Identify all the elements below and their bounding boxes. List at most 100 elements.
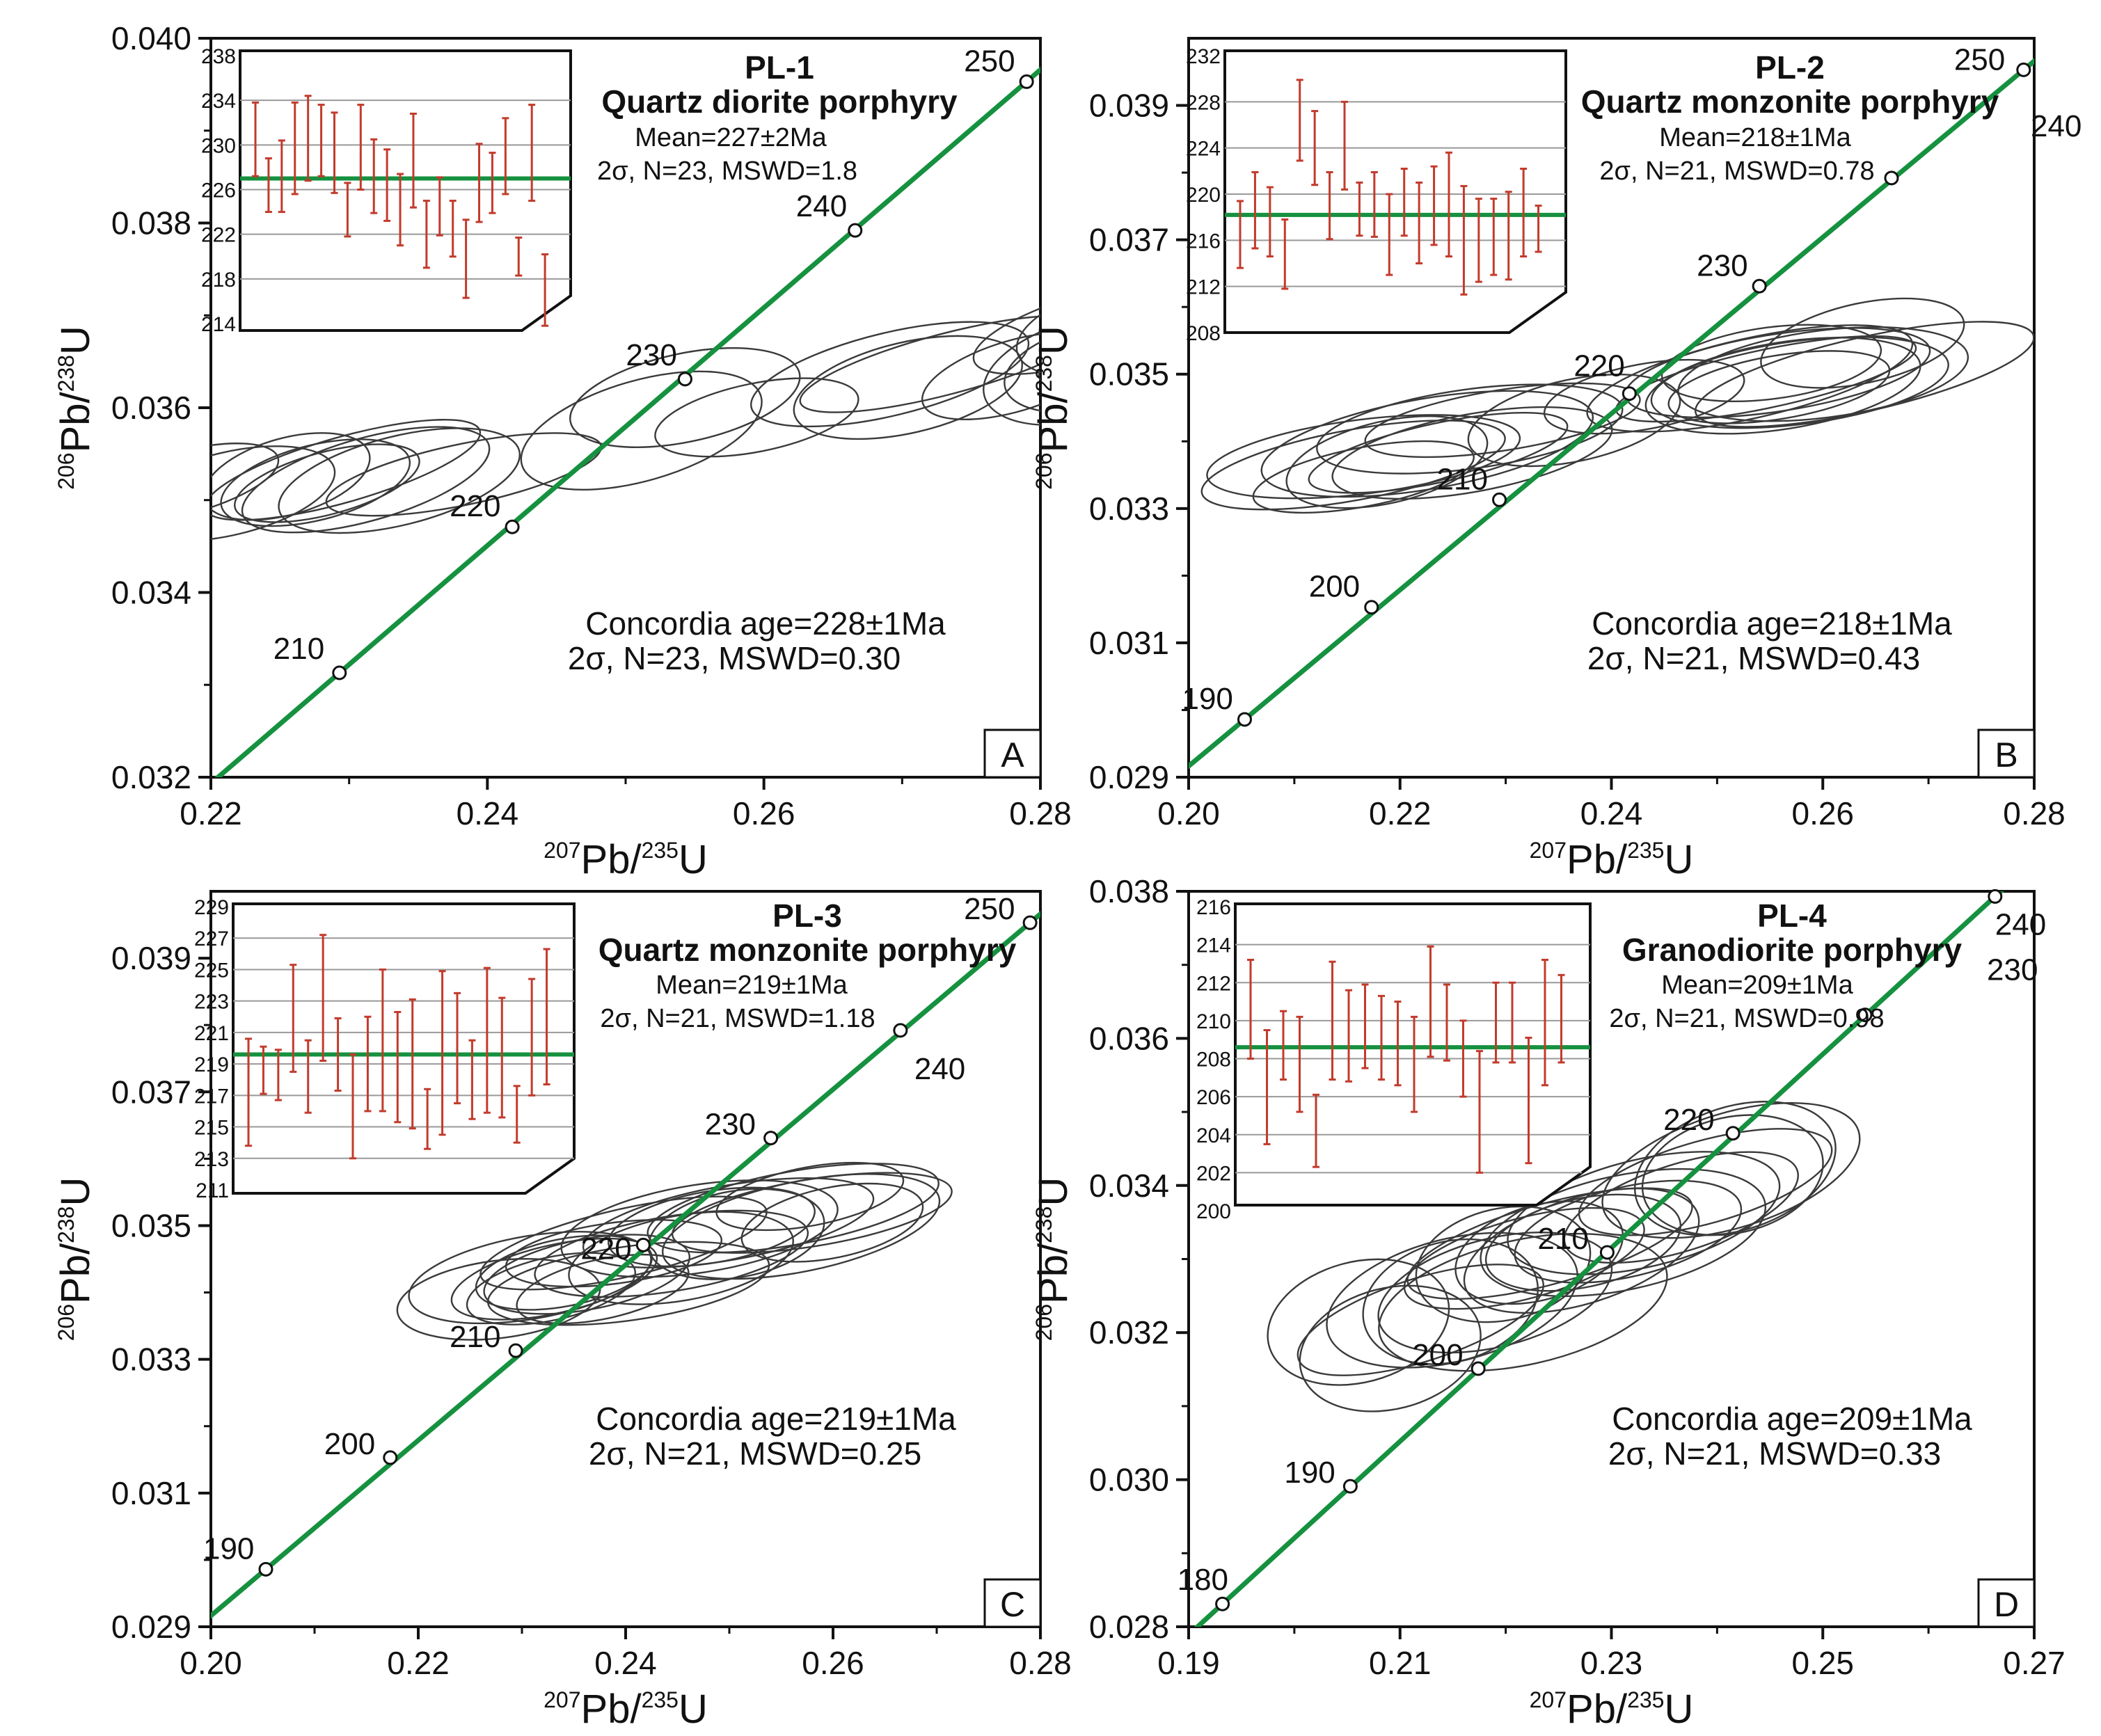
inset-tick-label: 202 bbox=[1196, 1162, 1231, 1185]
x-tick-label: 0.26 bbox=[733, 795, 795, 831]
concordia-age-marker bbox=[763, 1131, 779, 1146]
inset-error-bar bbox=[1535, 205, 1542, 253]
error-ellipse bbox=[1403, 1207, 1645, 1310]
concordia-age-label: 240 bbox=[914, 1052, 965, 1086]
y-tick-label: 0.031 bbox=[1089, 625, 1169, 661]
inset-error-bar bbox=[1386, 193, 1393, 276]
concordia-stats-text: 2σ, N=23, MSWD=0.30 bbox=[568, 640, 901, 676]
concordia-age-label: 240 bbox=[796, 189, 847, 223]
x-tick-label: 0.28 bbox=[1009, 1645, 1072, 1681]
inset-tick-label: 206 bbox=[1196, 1086, 1231, 1109]
inset-error-bar bbox=[1370, 170, 1378, 238]
data-region bbox=[1189, 58, 2034, 770]
error-ellipse bbox=[1543, 358, 1745, 435]
concordia-age-label: 180 bbox=[1178, 1563, 1228, 1597]
concordia-age-marker bbox=[635, 1237, 651, 1252]
inset-error-bar bbox=[1509, 981, 1516, 1064]
error-ellipse bbox=[1285, 415, 1489, 509]
concordia-age-marker bbox=[893, 1023, 908, 1038]
inset-error-bar bbox=[1329, 960, 1336, 1081]
inset-tick-label: 217 bbox=[194, 1085, 229, 1108]
inset-error-bar bbox=[475, 143, 483, 223]
x-tick-label: 0.27 bbox=[2003, 1645, 2066, 1681]
sample-title: PL-1 bbox=[745, 49, 814, 86]
inset-error-bar bbox=[264, 157, 272, 214]
concordia-age-marker bbox=[508, 1343, 523, 1358]
concordia-age-marker bbox=[1215, 1596, 1230, 1611]
inset-tick-label: 224 bbox=[1186, 138, 1221, 161]
concordia-curve bbox=[214, 66, 1040, 777]
concordia-age-label: 200 bbox=[1412, 1338, 1463, 1372]
error-ellipse bbox=[750, 321, 1030, 428]
inset-tick-label: 232 bbox=[1186, 45, 1221, 68]
y-axis-label: 206Pb/238U bbox=[53, 326, 98, 490]
x-tick-label: 0.22 bbox=[180, 795, 242, 831]
concordia-age-text: Concordia age=228±1Ma bbox=[585, 605, 946, 642]
inset-error-bar bbox=[1459, 1019, 1467, 1098]
weighted-mean-age: Mean=219±1Ma bbox=[656, 971, 848, 1000]
inset-error-bar bbox=[331, 111, 338, 194]
weighted-mean-age: Mean=227±2Ma bbox=[635, 123, 827, 152]
concordia-age-text: Concordia age=219±1Ma bbox=[596, 1401, 956, 1437]
x-axis-label: 207Pb/235U bbox=[1530, 1687, 1694, 1732]
y-tick-label: 0.032 bbox=[1089, 1314, 1169, 1351]
inset-error-bar bbox=[397, 173, 404, 247]
inset-error-bar bbox=[436, 176, 443, 237]
inset-tick-label: 238 bbox=[201, 45, 236, 68]
inset-tick-label: 221 bbox=[194, 1022, 229, 1045]
error-ellipse bbox=[740, 1182, 924, 1263]
error-ellipse bbox=[1578, 1128, 1833, 1236]
x-tick-label: 0.20 bbox=[1157, 795, 1220, 831]
concordia-age-marker bbox=[1622, 386, 1637, 401]
inset-error-bar bbox=[1313, 1093, 1319, 1168]
error-ellipse bbox=[486, 1241, 770, 1326]
inset-frame bbox=[1223, 49, 1567, 334]
y-tick-label: 0.037 bbox=[1089, 222, 1169, 258]
error-ellipse bbox=[1601, 1101, 1861, 1239]
concordia-stats-text: 2σ, N=21, MSWD=0.25 bbox=[589, 1435, 921, 1472]
inset-error-bar bbox=[1345, 989, 1352, 1083]
panel-label: A bbox=[1001, 735, 1024, 774]
panel-label-box bbox=[983, 728, 1042, 779]
inset-tick-label: 210 bbox=[1196, 1010, 1231, 1033]
inset-error-bar bbox=[1326, 170, 1333, 241]
error-ellipse bbox=[1200, 420, 1506, 511]
concordia-age-label: 200 bbox=[324, 1427, 375, 1461]
inset-tick-label: 215 bbox=[194, 1117, 229, 1140]
inset-error-bar bbox=[291, 101, 299, 196]
inset-error-bar bbox=[364, 1015, 372, 1113]
error-ellipse bbox=[1641, 1114, 1824, 1236]
y-tick-label: 0.034 bbox=[1089, 1168, 1169, 1204]
weighted-mean-stats: 2σ, N=23, MSWD=1.8 bbox=[597, 157, 857, 186]
panel-label: D bbox=[1994, 1585, 2019, 1624]
inset-error-bar bbox=[1443, 983, 1450, 1062]
concordia-age-marker bbox=[1342, 1479, 1358, 1494]
concordia-age-label: 190 bbox=[1182, 682, 1232, 716]
error-ellipse bbox=[1308, 412, 1569, 494]
concordia-age-marker bbox=[1492, 492, 1507, 507]
panel-label-box bbox=[983, 1578, 1042, 1628]
y-tick-label: 0.031 bbox=[111, 1475, 191, 1511]
error-ellipse bbox=[211, 443, 280, 523]
panel-label: B bbox=[1995, 735, 2017, 774]
inset-tick-label: 219 bbox=[194, 1053, 229, 1076]
error-ellipse bbox=[1206, 414, 1521, 500]
x-tick-label: 0.22 bbox=[387, 1645, 450, 1681]
error-ellipse bbox=[241, 426, 491, 534]
inset-tick-label: 222 bbox=[201, 224, 236, 247]
error-ellipse bbox=[1760, 297, 1965, 389]
inset-error-bar bbox=[409, 112, 417, 209]
inset-error-bar bbox=[483, 966, 491, 1114]
inset-error-bar bbox=[319, 934, 327, 1062]
concordia-age-marker bbox=[1470, 1361, 1486, 1376]
inset-error-bar bbox=[317, 104, 325, 177]
concordia-age-label: 220 bbox=[580, 1232, 631, 1266]
y-tick-label: 0.039 bbox=[111, 940, 191, 976]
weighted-mean-age: Mean=218±1Ma bbox=[1659, 123, 1851, 152]
weighted-mean-inset: 214 218 222 226 230 234 238 bbox=[201, 45, 572, 336]
panel-label: C bbox=[1000, 1585, 1025, 1624]
panel-b: 0.20 0.22 0.24 0.26 0.28 0.029 0.031 0.033 0.035… bbox=[1031, 37, 2082, 882]
error-ellipse bbox=[1267, 1258, 1450, 1386]
x-tick-label: 0.25 bbox=[1791, 1645, 1854, 1681]
panel-a: 0.22 0.24 0.26 0.28 0.032 0.034 0.036 0.038 0.04… bbox=[53, 20, 1072, 882]
